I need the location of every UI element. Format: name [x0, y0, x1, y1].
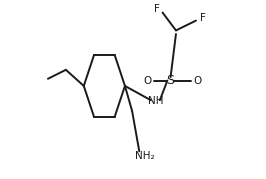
Text: S: S: [167, 74, 174, 87]
Text: F: F: [154, 4, 160, 14]
Text: F: F: [200, 13, 205, 23]
Text: NH₂: NH₂: [135, 151, 155, 161]
Text: O: O: [193, 76, 202, 86]
Text: NH: NH: [148, 96, 163, 106]
Text: O: O: [143, 76, 151, 86]
